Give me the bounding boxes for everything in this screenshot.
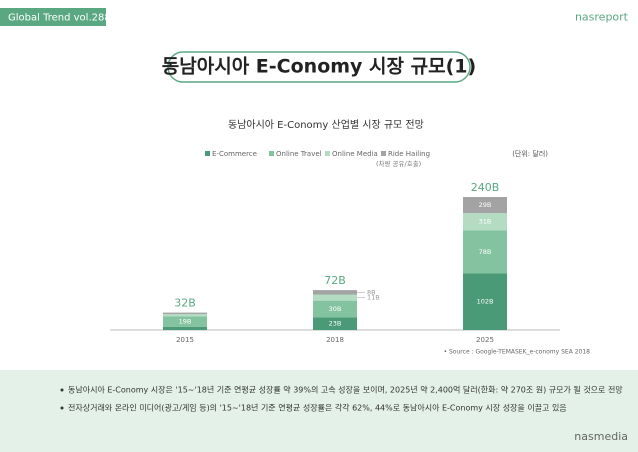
total-label: 72B [324,274,346,287]
chart-title: 동남아시아 E-Conomy 산업별 시장 규모 전망 [228,118,424,131]
brand: nasreport [575,11,629,24]
legend-label: E-Commerce [212,150,257,158]
value-label: 31B [479,218,492,226]
value-label: 11B [367,294,380,302]
value-label: 29B [479,201,492,209]
summary-band [0,370,638,452]
bar-segment [463,197,507,214]
bar-segment [313,294,357,301]
bullet-dot [60,406,64,410]
total-label: 240B [471,181,500,194]
legend-label: Online Travel [276,150,322,158]
x-tick-label: 2025 [476,336,494,344]
value-label: 102B [477,298,494,306]
legend-label: Ride Hailing [388,150,430,158]
legend-note: (차량 공유/호출) [376,159,421,168]
bullet: 동남아시아 E-Conomy 시장은 '15~'18년 기준 연평균 성장률 약… [68,385,623,395]
title: 동남아시아 E-Conomy 시장 규모(1) [162,56,476,78]
title-frame [167,51,471,83]
bar-segment [313,317,357,330]
legend-swatch [325,151,330,156]
bullet: 전자상거래와 온라인 미디어(광고/게임 등)의 '15~'18년 기준 연평균… [68,403,567,413]
value-label: 8B [367,288,376,296]
bar-segment [463,273,507,330]
bar-segment [163,316,207,327]
bar-segment [163,326,207,330]
source: • Source : Google-TEMASEK_e-conomy SEA 2… [444,349,591,356]
bar-segment [463,213,507,231]
bar-segment [163,313,207,317]
legend-swatch [381,151,386,156]
x-tick-label: 2018 [326,336,344,344]
bar-segment [313,300,357,318]
bullet-dot [60,388,64,392]
value-label: 23B [329,320,342,328]
total-label: 32B [174,296,196,309]
x-tick-label: 2015 [176,336,194,344]
value-label: 19B [179,318,192,326]
tag: Global Trend vol.288 [8,13,111,24]
legend-swatch [269,151,274,156]
value-label: 78B [479,248,492,256]
bar-segment [313,290,357,295]
legend-swatch [205,151,210,156]
value-label: 30B [329,305,342,313]
unit-note: (단위: 달러) [512,149,548,158]
bar-segment [163,312,207,314]
logo: nasmedia [574,430,628,443]
bar-segment [463,230,507,274]
tag-box [0,8,106,26]
legend-label: Online Media [332,150,378,158]
